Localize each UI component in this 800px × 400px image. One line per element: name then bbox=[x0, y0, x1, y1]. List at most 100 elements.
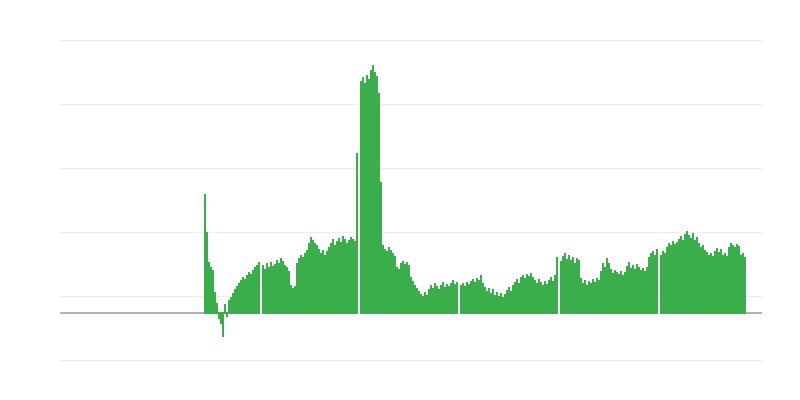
bar bbox=[252, 270, 254, 314]
bar bbox=[386, 251, 388, 314]
bar bbox=[392, 253, 394, 314]
bar bbox=[376, 76, 378, 314]
bar bbox=[590, 283, 592, 314]
bar bbox=[536, 283, 538, 314]
bar bbox=[242, 277, 244, 314]
bar bbox=[444, 287, 446, 314]
bar bbox=[508, 287, 510, 314]
bar bbox=[390, 250, 392, 314]
bar bbox=[744, 257, 746, 314]
bar bbox=[600, 271, 602, 314]
bar bbox=[564, 253, 566, 314]
bar bbox=[472, 279, 474, 314]
bar bbox=[640, 270, 642, 314]
bar bbox=[212, 270, 214, 314]
bar bbox=[364, 83, 366, 314]
bar bbox=[684, 234, 686, 314]
bar bbox=[316, 245, 318, 314]
bar bbox=[612, 273, 614, 314]
bar bbox=[686, 231, 688, 314]
bar bbox=[562, 256, 564, 314]
bar bbox=[670, 245, 672, 314]
bar bbox=[484, 287, 486, 314]
bar bbox=[622, 275, 624, 314]
bar bbox=[710, 253, 712, 314]
bar bbox=[722, 255, 724, 314]
bar bbox=[494, 295, 496, 314]
bar bbox=[490, 293, 492, 314]
bar bbox=[528, 276, 530, 314]
bar bbox=[336, 241, 338, 314]
bar bbox=[306, 250, 308, 314]
gridline bbox=[60, 360, 762, 361]
bar bbox=[578, 260, 580, 314]
bar bbox=[736, 244, 738, 314]
bar bbox=[680, 236, 682, 314]
bar bbox=[300, 255, 302, 314]
bar bbox=[682, 240, 684, 314]
bar bbox=[510, 291, 512, 314]
gridline bbox=[60, 168, 762, 169]
bar bbox=[412, 281, 414, 314]
bar bbox=[320, 253, 322, 314]
bar bbox=[256, 265, 258, 314]
bar bbox=[428, 289, 430, 314]
bar bbox=[728, 247, 730, 314]
bar bbox=[440, 285, 442, 314]
bar bbox=[618, 274, 620, 314]
bar bbox=[664, 253, 666, 314]
bar bbox=[548, 280, 550, 314]
bar bbox=[584, 280, 586, 314]
bar bbox=[362, 77, 364, 314]
bar bbox=[396, 267, 398, 314]
bar bbox=[734, 247, 736, 314]
bar bbox=[554, 275, 556, 314]
bar bbox=[380, 182, 382, 314]
bar bbox=[434, 283, 436, 314]
separator-gap bbox=[260, 260, 262, 317]
bar bbox=[662, 251, 664, 314]
bar bbox=[518, 283, 520, 314]
bar bbox=[720, 249, 722, 314]
bar bbox=[522, 275, 524, 314]
bar bbox=[502, 297, 504, 314]
bar bbox=[276, 260, 278, 314]
bar bbox=[742, 253, 744, 314]
bar bbox=[498, 296, 500, 314]
bar bbox=[394, 256, 396, 314]
bar bbox=[262, 265, 264, 314]
bar bbox=[418, 291, 420, 314]
bar bbox=[426, 295, 428, 314]
gridline bbox=[60, 104, 762, 105]
bar bbox=[298, 258, 300, 314]
bar bbox=[598, 280, 600, 314]
bar bbox=[216, 303, 218, 314]
bar bbox=[526, 274, 528, 314]
bar bbox=[366, 75, 368, 314]
bar bbox=[454, 284, 456, 314]
bar bbox=[480, 275, 482, 314]
bar bbox=[286, 267, 288, 314]
bar bbox=[272, 266, 274, 314]
bar bbox=[288, 271, 290, 314]
bar bbox=[296, 263, 298, 314]
bar bbox=[648, 257, 650, 314]
bar bbox=[692, 233, 694, 314]
bar bbox=[532, 277, 534, 314]
bar bbox=[220, 312, 222, 324]
bar bbox=[718, 252, 720, 314]
bar bbox=[602, 263, 604, 314]
bar bbox=[644, 271, 646, 314]
bar bbox=[408, 265, 410, 314]
bar bbox=[650, 253, 652, 314]
bar bbox=[344, 239, 346, 314]
bar bbox=[460, 285, 462, 314]
bar bbox=[208, 262, 210, 314]
bar bbox=[488, 288, 490, 314]
bar bbox=[322, 250, 324, 314]
bar bbox=[424, 292, 426, 314]
bar bbox=[432, 288, 434, 314]
bar bbox=[324, 255, 326, 314]
bar bbox=[514, 282, 516, 314]
